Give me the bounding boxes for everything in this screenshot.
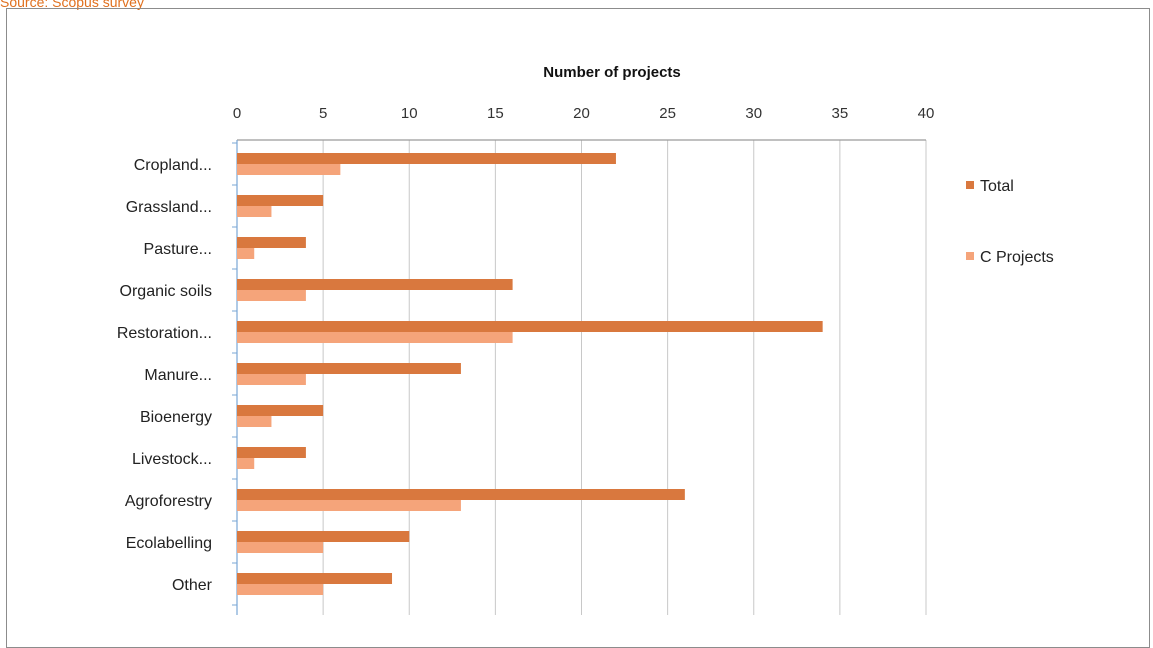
category-label: Bioenergy: [140, 409, 212, 426]
x-tick-label: 5: [319, 105, 327, 122]
bar-c-projects: [237, 164, 341, 175]
x-tick-label: 30: [745, 105, 762, 122]
legend-swatch: [966, 181, 974, 189]
x-tick-label: 25: [659, 105, 676, 122]
category-label: Organic soils: [120, 283, 212, 300]
bar-total: [237, 405, 324, 416]
category-label: Agroforestry: [125, 493, 212, 510]
bar-total: [237, 279, 513, 290]
bar-c-projects: [237, 332, 513, 343]
legend-label: Total: [980, 178, 1014, 195]
category-label: Manure...: [144, 367, 212, 384]
x-tick-label: 40: [918, 105, 935, 122]
category-label: Restoration...: [117, 325, 212, 342]
bar-c-projects: [237, 500, 461, 511]
x-tick-label: 35: [832, 105, 849, 122]
category-label: Ecolabelling: [126, 535, 212, 552]
category-label: Other: [172, 577, 213, 594]
bar-total: [237, 321, 823, 332]
source-caption: Source: Scopus survey: [0, 0, 144, 10]
legend-label: C Projects: [980, 249, 1054, 266]
bar-c-projects: [237, 374, 306, 385]
category-label: Cropland...: [134, 157, 212, 174]
bar-c-projects: [237, 458, 255, 469]
bar-total: [237, 447, 306, 458]
bar-chart: Number of projects 0 5 10 15 20 25 30 35 40 Crop…: [117, 64, 1054, 615]
category-label: Pasture...: [144, 241, 212, 258]
chart-title: Number of projects: [543, 64, 681, 81]
bar-total: [237, 531, 410, 542]
bar-total: [237, 195, 324, 206]
x-tick-label: 20: [573, 105, 590, 122]
bar-total: [237, 363, 461, 374]
x-tick-label: 15: [487, 105, 504, 122]
category-label: Livestock...: [132, 451, 212, 468]
bar-total: [237, 489, 685, 500]
bar-c-projects: [237, 206, 272, 217]
bar-c-projects: [237, 542, 324, 553]
bar-c-projects: [237, 290, 306, 301]
category-label: Grassland...: [126, 199, 212, 216]
bar-total: [237, 237, 306, 248]
bar-total: [237, 573, 393, 584]
bar-c-projects: [237, 584, 324, 595]
legend-swatch: [966, 252, 974, 260]
bar-c-projects: [237, 416, 272, 427]
x-tick-label: 10: [401, 105, 418, 122]
bar-total: [237, 153, 616, 164]
bar-c-projects: [237, 248, 255, 259]
x-tick-label: 0: [233, 105, 241, 122]
